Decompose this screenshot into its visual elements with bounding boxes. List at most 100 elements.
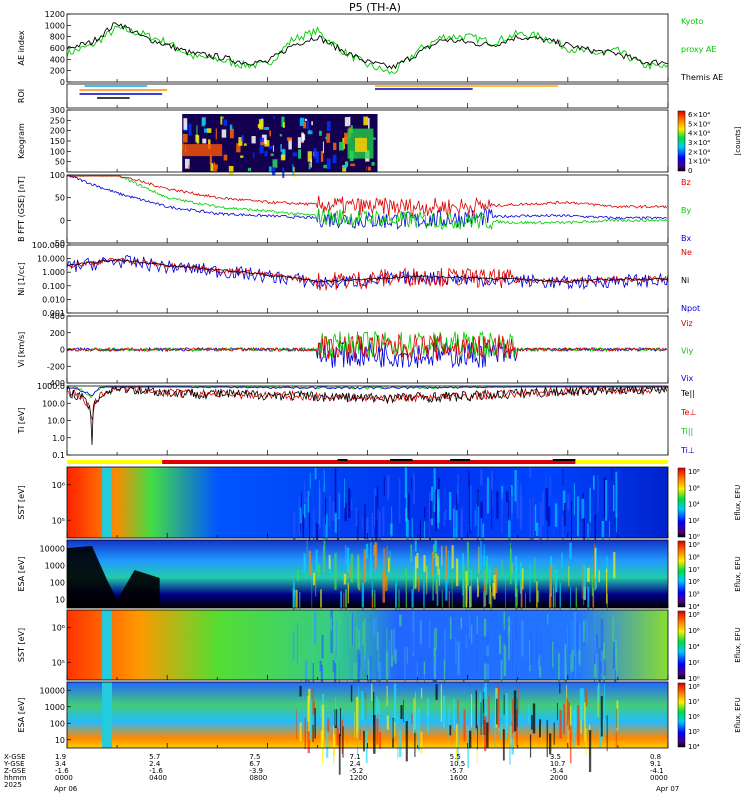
sst_e-colorbar-tick: 10⁶ [688, 484, 700, 492]
sst_e-streak [338, 493, 340, 520]
sst_e-streak [480, 501, 483, 519]
esa_e-streak [555, 582, 556, 623]
sst_i-streak [529, 640, 531, 672]
sst_e-streak [605, 480, 608, 521]
ae-legend-kyoto: Kyoto [681, 17, 703, 26]
sst_i-streak [483, 618, 487, 637]
esa_i-streak [359, 729, 361, 741]
esa_e-streak [495, 568, 498, 594]
sst_i-streak [376, 631, 379, 672]
time-axis-value: 0400 [149, 774, 167, 782]
esa_e-streak [441, 545, 443, 566]
keogram-pixel [319, 130, 322, 136]
keogram-pixel [322, 141, 324, 154]
sst_e-streak [480, 469, 483, 486]
keogram-ytick-label: 300 [50, 106, 65, 115]
ae-ytick-label: 200 [50, 67, 65, 76]
sst_e-streak [299, 507, 302, 524]
sst_i-streak [357, 630, 360, 665]
keogram-pixel [268, 166, 272, 173]
sst_e-streak [411, 518, 413, 554]
esa_e-streak [483, 544, 485, 586]
sst_i-streak [510, 625, 513, 654]
esa_i-streak [320, 705, 322, 717]
sst_e-streak [328, 495, 331, 528]
sst_e-streak [408, 493, 410, 521]
sst_e-streak [581, 498, 585, 519]
keogram-pixel [326, 121, 331, 132]
esa_e-streak [549, 565, 552, 609]
esa_i-streak [350, 685, 353, 702]
keogram-pixel [259, 147, 264, 154]
keogram-colorbar-tick: 3×10⁴ [688, 139, 710, 147]
esa_i-streak [471, 693, 473, 728]
esa_e-streak [435, 579, 437, 595]
sst_e-streak [594, 514, 597, 551]
sst_e-streak [468, 478, 470, 525]
density-legend-ne: Ne [681, 248, 692, 257]
esa_i-streak [513, 690, 517, 732]
esa_e-streak [521, 568, 524, 590]
keogram-pixel [282, 167, 285, 179]
esa_i-streak [500, 724, 503, 740]
sst_i-ytick-label: 10⁵ [52, 659, 65, 668]
esa_i-streak [503, 694, 505, 715]
esa_e-streak [445, 577, 448, 601]
series-ni [66, 258, 669, 283]
temperature-ytick-label: 1000.0 [37, 382, 65, 391]
esa_i-streak [414, 711, 417, 733]
esa_i-streak [333, 725, 335, 765]
esa_e-streak [441, 589, 443, 626]
esa_e-colorbar-tick: 10⁴ [688, 603, 700, 611]
sst_i-streak [476, 615, 478, 634]
velocity-ytick-label: -400 [47, 379, 65, 388]
sst_i-streak [508, 616, 510, 634]
keogram-pixel [368, 118, 370, 129]
bfield-legend-bz: Bz [681, 178, 691, 187]
mode-bar-burst [552, 459, 576, 461]
sst_e-streak [444, 508, 447, 520]
esa_e-streak [595, 547, 597, 589]
time-axis-value: 9.1 [650, 760, 661, 768]
esa_e-ytick-label: 1000 [45, 562, 65, 571]
sst_i-streak [566, 625, 568, 649]
sst_e-streak [491, 489, 493, 530]
sst_i-streak [500, 660, 503, 702]
sst_i-streak [418, 650, 421, 680]
esa_e-streak [320, 589, 322, 618]
esa_e-streak [414, 556, 417, 589]
sst_i-streak [586, 619, 588, 645]
sst_e-streak [318, 480, 320, 525]
esa_i-ytick-label: 1000 [45, 703, 65, 712]
sst_i-colorbar-tick: 10⁰ [688, 675, 700, 683]
esa_e-streak [308, 550, 311, 576]
time-axis-row-label: X-GSE [4, 753, 26, 761]
keogram-pixel [247, 167, 252, 172]
time-axis-value: 5.7 [149, 753, 160, 761]
esa_e-streak [431, 551, 434, 576]
sst_e-streak [601, 520, 605, 547]
esa_i-streak [549, 733, 552, 755]
keogram-pixel [272, 145, 274, 152]
keogram-pixel [223, 119, 228, 126]
keogram-pixel [282, 122, 285, 128]
keogram-pixel [220, 116, 223, 125]
esa_i-ytick-label: 100 [50, 719, 65, 728]
esa_i-streak [567, 718, 569, 745]
keogram-pixel [210, 163, 214, 172]
sst_i-streak [292, 630, 295, 661]
sst_e-streak [454, 505, 456, 528]
plot-title: P5 (TH-A) [349, 1, 401, 14]
esa_i-streak [435, 684, 438, 700]
temperature-ytick-label: 1.0 [52, 434, 65, 443]
keogram-pixel [298, 149, 302, 159]
sst_i-streak [330, 617, 333, 631]
series-ne [66, 257, 668, 291]
esa_e-streak [613, 552, 616, 579]
sst_i-colorbar-tick: 10⁴ [688, 643, 700, 651]
esa_i-streak [563, 703, 566, 735]
keogram-pixel [270, 153, 274, 156]
sst_i-streak [332, 660, 335, 673]
esa_e-streak [437, 556, 439, 575]
esa_e-streak [358, 557, 360, 590]
